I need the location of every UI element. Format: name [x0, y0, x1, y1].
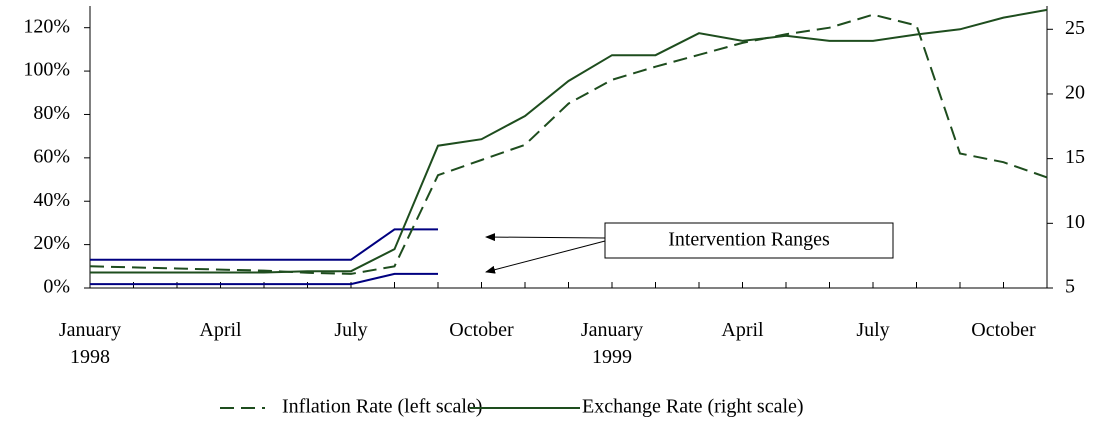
y2-tick-label: 15	[1065, 146, 1085, 168]
y-tick-label: 20%	[33, 232, 70, 254]
x-tick-label: January 1998	[58, 319, 122, 368]
y2-tick-label: 25	[1065, 17, 1085, 39]
y-tick-label: 40%	[33, 189, 70, 211]
intervention-band	[90, 228, 438, 261]
legend-label: Inflation Rate (left scale)	[282, 396, 482, 418]
arrow	[485, 240, 606, 274]
y-tick-label: 120%	[23, 15, 70, 37]
intervention-band	[90, 272, 438, 286]
y2-tick-label: 10	[1065, 211, 1085, 233]
y2-tick-label: 20	[1065, 82, 1085, 104]
annotation: Intervention Ranges	[668, 229, 830, 251]
legend-label: Exchange Rate (right scale)	[582, 396, 804, 418]
series-line	[89, 13, 1048, 275]
x-tick-label: July	[334, 319, 368, 341]
x-tick-label: October	[449, 319, 514, 341]
annotation-box	[604, 222, 894, 259]
y-tick-label: 0%	[43, 276, 70, 298]
x-tick-label: October	[971, 319, 1036, 341]
arrow	[485, 233, 606, 242]
x-tick-label: April	[721, 319, 764, 341]
y-tick-label: 100%	[23, 59, 70, 81]
x-tick-label: July	[856, 319, 890, 341]
y2-tick-label: 5	[1065, 276, 1075, 298]
x-tick-label: January 1999	[580, 319, 644, 368]
y-tick-label: 60%	[33, 145, 70, 167]
series-line	[90, 8, 1048, 274]
x-tick-label: April	[199, 319, 242, 341]
y-tick-label: 80%	[33, 102, 70, 124]
